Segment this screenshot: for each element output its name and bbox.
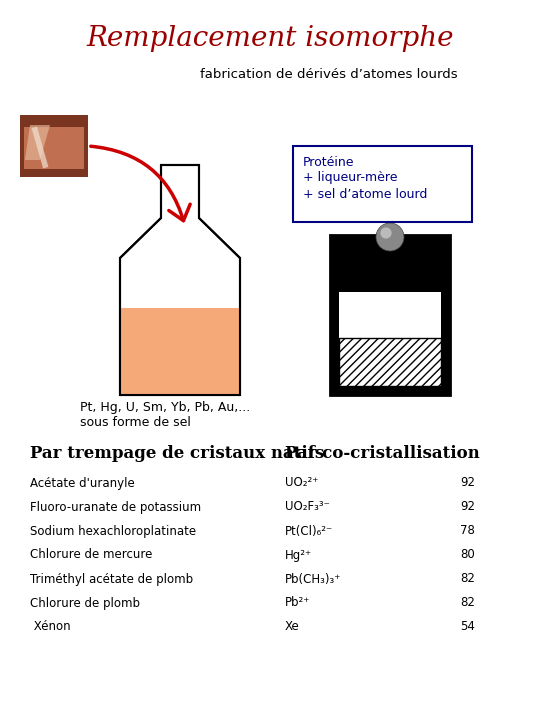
Polygon shape [120,165,240,395]
Bar [339,292,441,386]
Text: Chlorure de plomb: Chlorure de plomb [30,596,140,610]
Text: 92: 92 [460,500,475,513]
Circle shape [376,223,404,251]
Circle shape [380,228,392,238]
Bar [339,338,441,386]
Text: 92: 92 [460,477,475,490]
Text: + sel d’atome lourd: + sel d’atome lourd [303,187,427,200]
Text: UO₂²⁺: UO₂²⁺ [285,477,319,490]
Text: Acétate d'uranyle: Acétate d'uranyle [30,477,135,490]
Text: UO₂F₃³⁻: UO₂F₃³⁻ [285,500,330,513]
Text: 80: 80 [460,549,475,562]
Polygon shape [25,125,50,160]
Text: Hg²⁺: Hg²⁺ [285,549,312,562]
Text: Fluoro-uranate de potassium: Fluoro-uranate de potassium [30,500,201,513]
Text: Remplacement isomorphe: Remplacement isomorphe [86,24,454,52]
Text: Pb²⁺: Pb²⁺ [285,596,310,610]
FancyArrowPatch shape [91,146,190,220]
Text: Xénon: Xénon [30,621,71,634]
Text: Pt, Hg, U, Sm, Yb, Pb, Au,...: Pt, Hg, U, Sm, Yb, Pb, Au,... [80,402,250,415]
Text: Pt(Cl)₆²⁻: Pt(Cl)₆²⁻ [285,524,333,538]
Text: Sodium hexachloroplatinate: Sodium hexachloroplatinate [30,524,196,538]
FancyBboxPatch shape [293,146,472,222]
Text: 54: 54 [460,621,475,634]
Text: Pb(CH₃)₃⁺: Pb(CH₃)₃⁺ [285,572,341,585]
Bar [330,235,450,395]
Text: 78: 78 [460,524,475,538]
Text: Protéine: Protéine [303,156,354,168]
Text: + liqueur-mère: + liqueur-mère [303,171,397,184]
Text: Triméthyl acétate de plomb: Triméthyl acétate de plomb [30,572,193,585]
Text: Par co-cristallisation: Par co-cristallisation [285,444,480,462]
Text: fabrication de dérivés d’atomes lourds: fabrication de dérivés d’atomes lourds [200,68,457,81]
Text: Chlorure de mercure: Chlorure de mercure [30,549,152,562]
Text: 82: 82 [460,572,475,585]
Text: Par trempage de cristaux natifs: Par trempage de cristaux natifs [30,444,324,462]
Bar [24,127,84,169]
Polygon shape [120,308,240,395]
Text: sous forme de sel: sous forme de sel [80,416,191,430]
Text: 82: 82 [460,596,475,610]
Bar [20,115,88,177]
Text: Xe: Xe [285,621,300,634]
